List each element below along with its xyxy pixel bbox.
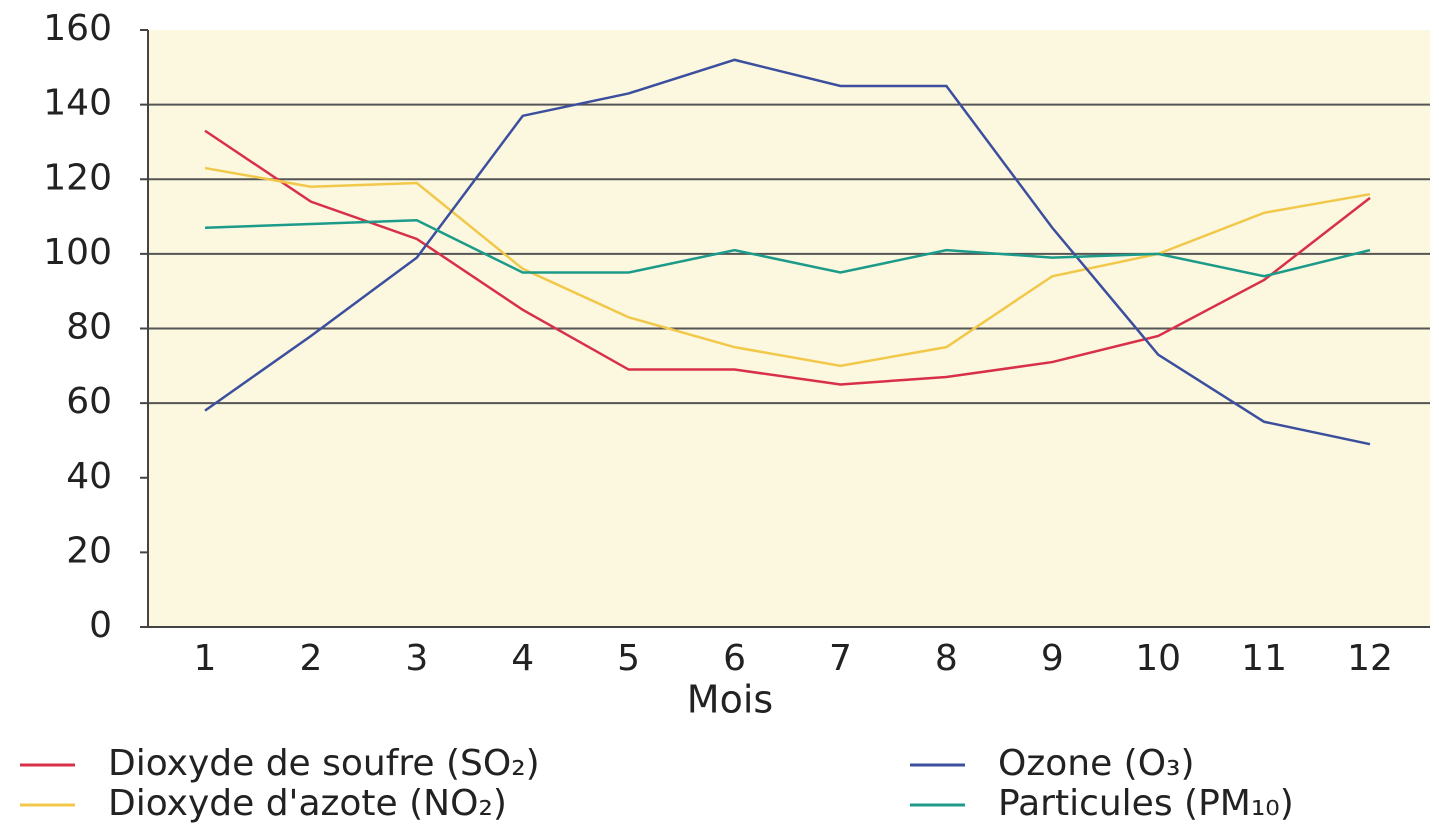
y-tick-label: 40 [66, 456, 112, 497]
x-tick-label: 5 [617, 638, 640, 679]
x-tick-label: 10 [1135, 638, 1181, 679]
series-line [204, 219, 1371, 278]
legend-label: Ozone (O₃) [998, 743, 1195, 784]
x-tick-label: 11 [1241, 638, 1287, 679]
series-line [204, 58, 1371, 446]
legend-label: Particules (PM₁₀) [998, 783, 1294, 824]
x-tick-label: 4 [511, 638, 534, 679]
y-tick-label: 0 [89, 605, 112, 646]
y-tick-label: 140 [43, 83, 112, 124]
y-tick-label: 80 [66, 307, 112, 348]
x-tick-label: 3 [405, 638, 428, 679]
y-tick-label: 60 [66, 381, 112, 422]
y-tick-label: 100 [43, 232, 112, 273]
x-tick-label: 7 [829, 638, 852, 679]
x-tick-label: 8 [935, 638, 958, 679]
x-tick-label: 6 [723, 638, 746, 679]
x-tick-label: 1 [194, 638, 217, 679]
x-tick-label: 2 [299, 638, 322, 679]
x-tick-label: 12 [1347, 638, 1393, 679]
x-tick-label: 9 [1041, 638, 1064, 679]
series-line [204, 129, 1371, 386]
y-tick-label: 120 [43, 157, 112, 198]
x-axis-title: Mois [687, 678, 773, 722]
y-tick-label: 20 [66, 530, 112, 571]
series-line [204, 166, 1371, 368]
legend-label: Dioxyde d'azote (NO₂) [108, 783, 507, 824]
legend-label: Dioxyde de soufre (SO₂) [108, 743, 540, 784]
y-tick-label: 160 [43, 8, 112, 49]
